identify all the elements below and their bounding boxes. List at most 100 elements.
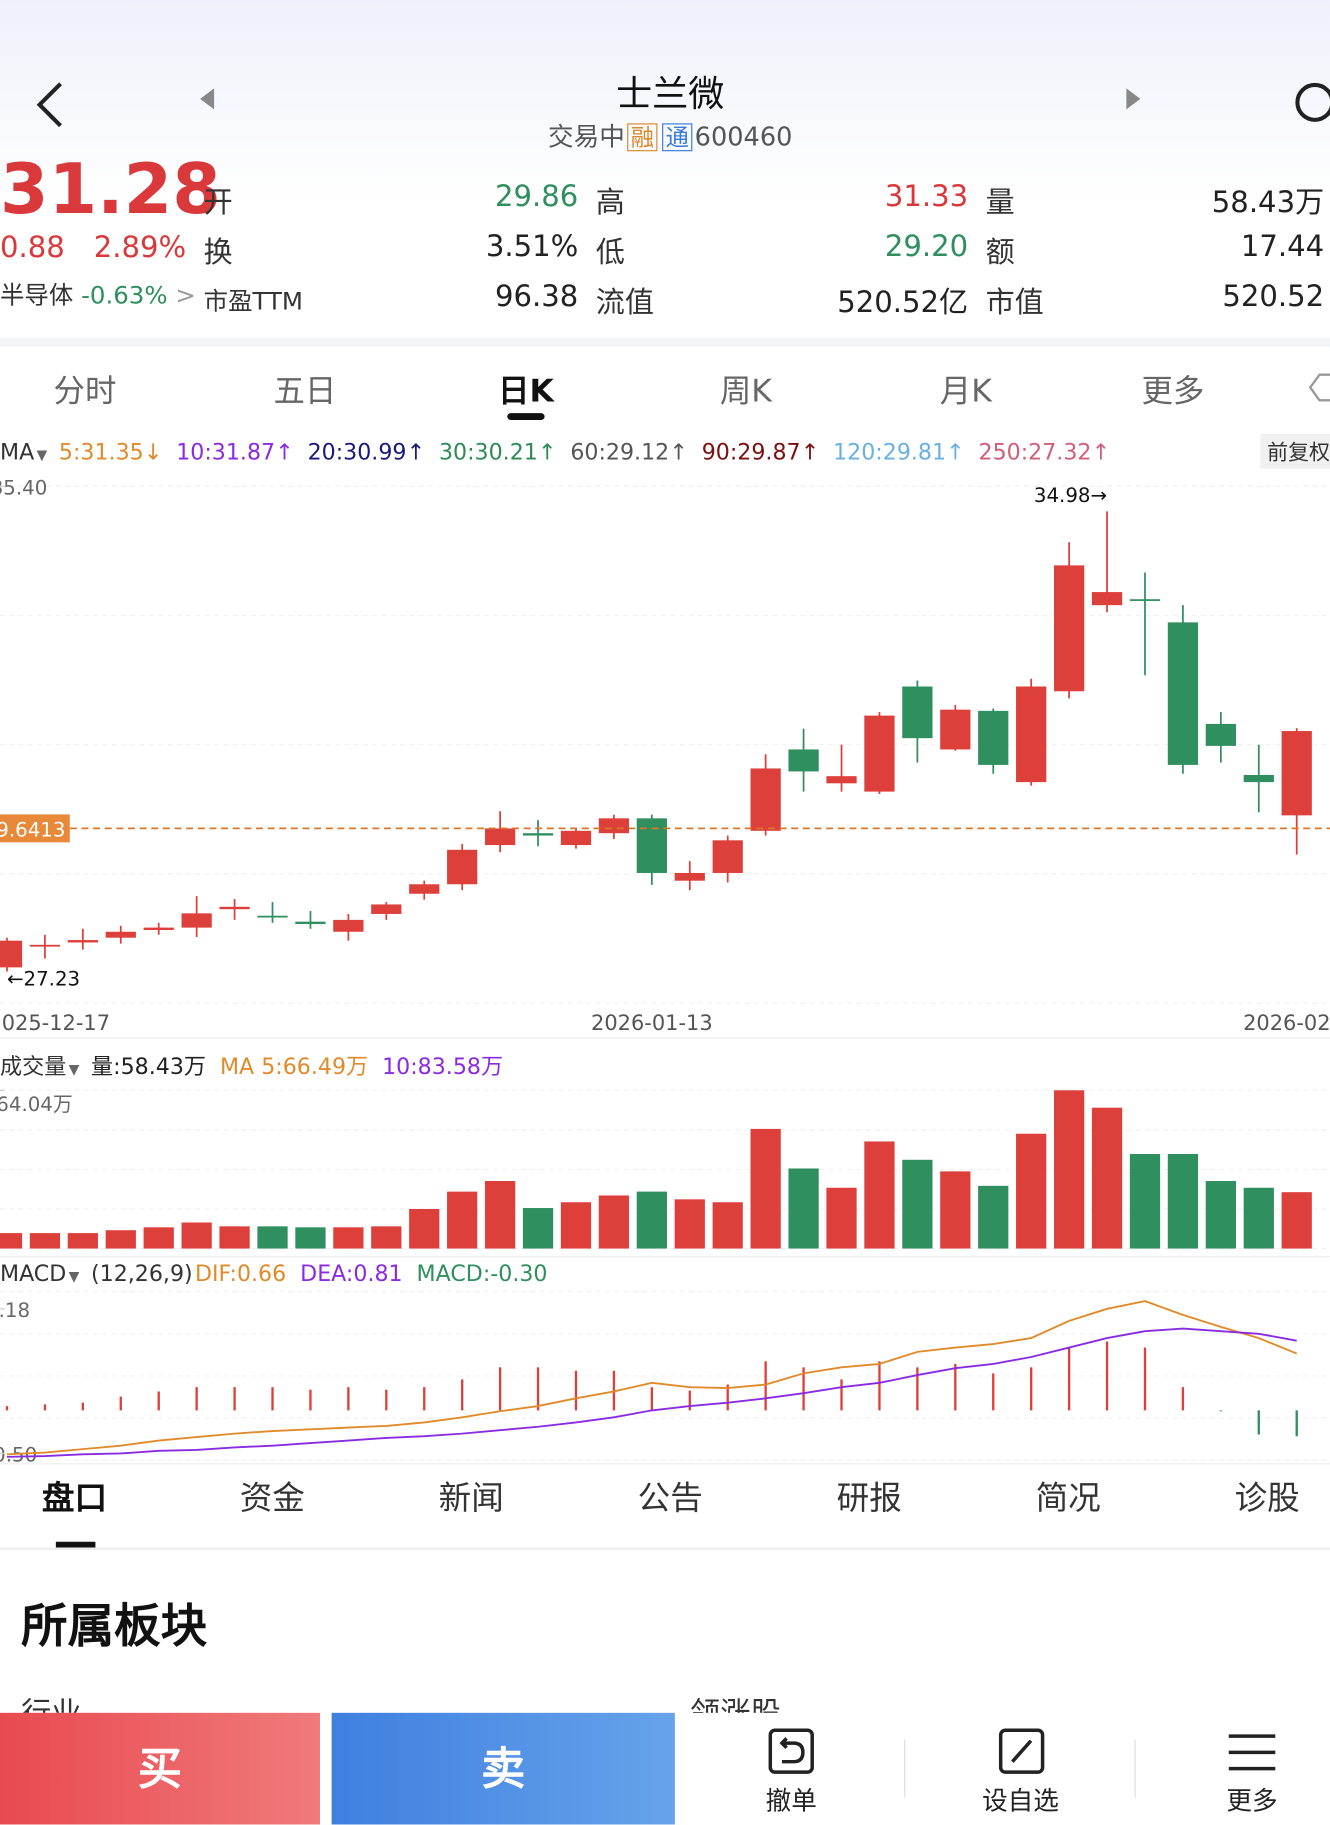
volume-bar bbox=[674, 1199, 705, 1249]
volume-bar bbox=[636, 1191, 667, 1249]
volume-bar bbox=[29, 1233, 61, 1249]
y-tick-label: -0.50 bbox=[0, 1444, 37, 1467]
candle-body bbox=[333, 919, 364, 932]
back-button[interactable] bbox=[33, 79, 68, 130]
candle-body bbox=[1205, 723, 1236, 746]
volume-bar bbox=[409, 1208, 440, 1249]
volume-bar bbox=[864, 1141, 895, 1249]
x-tick-label: 2026-02- bbox=[1243, 1011, 1330, 1035]
candle-body bbox=[0, 940, 23, 968]
ma-item: 250:27.32↑ bbox=[978, 439, 1111, 466]
candle-body bbox=[409, 884, 440, 894]
badge: 融 bbox=[627, 123, 658, 152]
volume-bar bbox=[750, 1128, 781, 1249]
candle-body bbox=[143, 927, 174, 930]
info-tab[interactable]: 诊股 bbox=[1234, 1478, 1300, 1518]
volume-bar bbox=[67, 1233, 98, 1249]
volume-bar bbox=[333, 1227, 364, 1249]
y-tick-label: 164.04万 bbox=[0, 1093, 73, 1116]
candle-body bbox=[447, 849, 478, 885]
info-tab[interactable]: 简况 bbox=[1035, 1478, 1101, 1518]
volume-bar bbox=[560, 1202, 592, 1249]
divider bbox=[0, 337, 1330, 347]
info-tab-indicator bbox=[55, 1541, 96, 1548]
search-button[interactable] bbox=[1292, 81, 1330, 128]
volume-bar bbox=[1129, 1154, 1161, 1249]
last-price: 31.28 bbox=[0, 148, 221, 231]
candle-body bbox=[1016, 686, 1047, 783]
buy-button[interactable]: 买 bbox=[0, 1712, 320, 1825]
period-tab[interactable]: 分时 bbox=[53, 373, 117, 410]
candle-body bbox=[864, 715, 895, 792]
period-tab[interactable]: 更多 bbox=[1141, 373, 1205, 410]
macd-legend-item: DEA:0.81 bbox=[300, 1261, 403, 1287]
candle-body bbox=[522, 833, 554, 836]
volume-bar bbox=[371, 1226, 402, 1249]
macd-dif-line bbox=[6, 1300, 1298, 1456]
volume-bar bbox=[788, 1168, 819, 1249]
macd-legend-item: MACD:-0.30 bbox=[416, 1261, 548, 1287]
volume-legend: 成交量 ▼ 量:58.43万 MA 5:66.49万 10:83.58万 bbox=[0, 1054, 504, 1080]
info-tab[interactable]: 公告 bbox=[637, 1478, 703, 1518]
volume-bar bbox=[1053, 1090, 1085, 1249]
info-tab[interactable]: 资金 bbox=[239, 1478, 305, 1518]
period-tab[interactable]: 周K bbox=[719, 373, 772, 410]
low-label: ←27.23 bbox=[7, 968, 80, 991]
field-value: 17.44 bbox=[1240, 229, 1325, 263]
field-value: 29.86 bbox=[495, 179, 579, 213]
field-label: 开 bbox=[203, 185, 233, 219]
volume-bar bbox=[1281, 1192, 1312, 1249]
next-stock[interactable] bbox=[1124, 86, 1143, 112]
volume-label: 成交量 bbox=[0, 1054, 67, 1080]
volume-legend-item: 10:83.58万 bbox=[382, 1054, 504, 1080]
stock-name: 士兰微 bbox=[616, 73, 725, 116]
high-label: 34.98→ bbox=[1034, 484, 1107, 507]
header-bg bbox=[0, 0, 1330, 338]
macd-legend-item: DIF:0.66 bbox=[194, 1261, 287, 1287]
volume-legend-item: 量:58.43万 bbox=[91, 1054, 207, 1080]
volume-bar bbox=[1205, 1181, 1236, 1249]
sell-button[interactable]: 卖 bbox=[331, 1712, 675, 1825]
action-button[interactable]: 设自选 bbox=[982, 1787, 1059, 1817]
period-tab[interactable]: 月K bbox=[939, 373, 992, 410]
period-tab[interactable]: 五日 bbox=[273, 373, 337, 410]
action-button[interactable]: 撤单 bbox=[765, 1787, 817, 1817]
ma-item: 120:29.81↑ bbox=[833, 439, 965, 466]
prev-stock[interactable] bbox=[198, 86, 217, 112]
candle-body bbox=[1053, 565, 1085, 692]
adjust-button[interactable]: 前复权 bbox=[1260, 434, 1330, 469]
field-value: 29.20 bbox=[884, 229, 969, 263]
info-tab[interactable]: 盘口 bbox=[41, 1478, 108, 1518]
volume-bar bbox=[1167, 1154, 1199, 1249]
x-tick-label: 2025-12-17 bbox=[0, 1011, 110, 1035]
info-tab[interactable]: 研报 bbox=[836, 1478, 902, 1518]
divider bbox=[0, 1547, 1330, 1550]
info-tab[interactable]: 新闻 bbox=[438, 1478, 504, 1518]
price-line-tag bbox=[0, 814, 70, 843]
macd-dea-line bbox=[6, 1327, 1297, 1458]
candle-body bbox=[181, 913, 212, 928]
candle-body bbox=[219, 906, 250, 910]
volume-bar bbox=[978, 1185, 1009, 1249]
volume-bar bbox=[522, 1208, 554, 1249]
period-tab[interactable]: 日K bbox=[498, 373, 554, 410]
candle-body bbox=[940, 709, 971, 750]
y-tick-label: 1.18 bbox=[0, 1299, 30, 1322]
separator bbox=[1134, 1739, 1136, 1798]
action-button[interactable]: 更多 bbox=[1226, 1787, 1278, 1817]
volume-bar bbox=[902, 1159, 933, 1249]
candle-body bbox=[712, 840, 743, 873]
badge: 通 bbox=[662, 123, 693, 152]
candle-body bbox=[257, 915, 288, 918]
sector: 半导体 -0.63% > bbox=[0, 281, 196, 310]
candle-body bbox=[1091, 592, 1123, 606]
volume-legend-item: MA 5:66.49万 bbox=[219, 1054, 369, 1080]
sector-name: 半导体 bbox=[0, 281, 74, 310]
ma-item: 60:29.12↑ bbox=[570, 439, 688, 466]
draw-tool[interactable] bbox=[1306, 370, 1330, 405]
volume-bar bbox=[1091, 1107, 1123, 1249]
candle-body bbox=[1243, 774, 1274, 783]
stock-status: 交易中融通 600460 bbox=[548, 116, 792, 153]
